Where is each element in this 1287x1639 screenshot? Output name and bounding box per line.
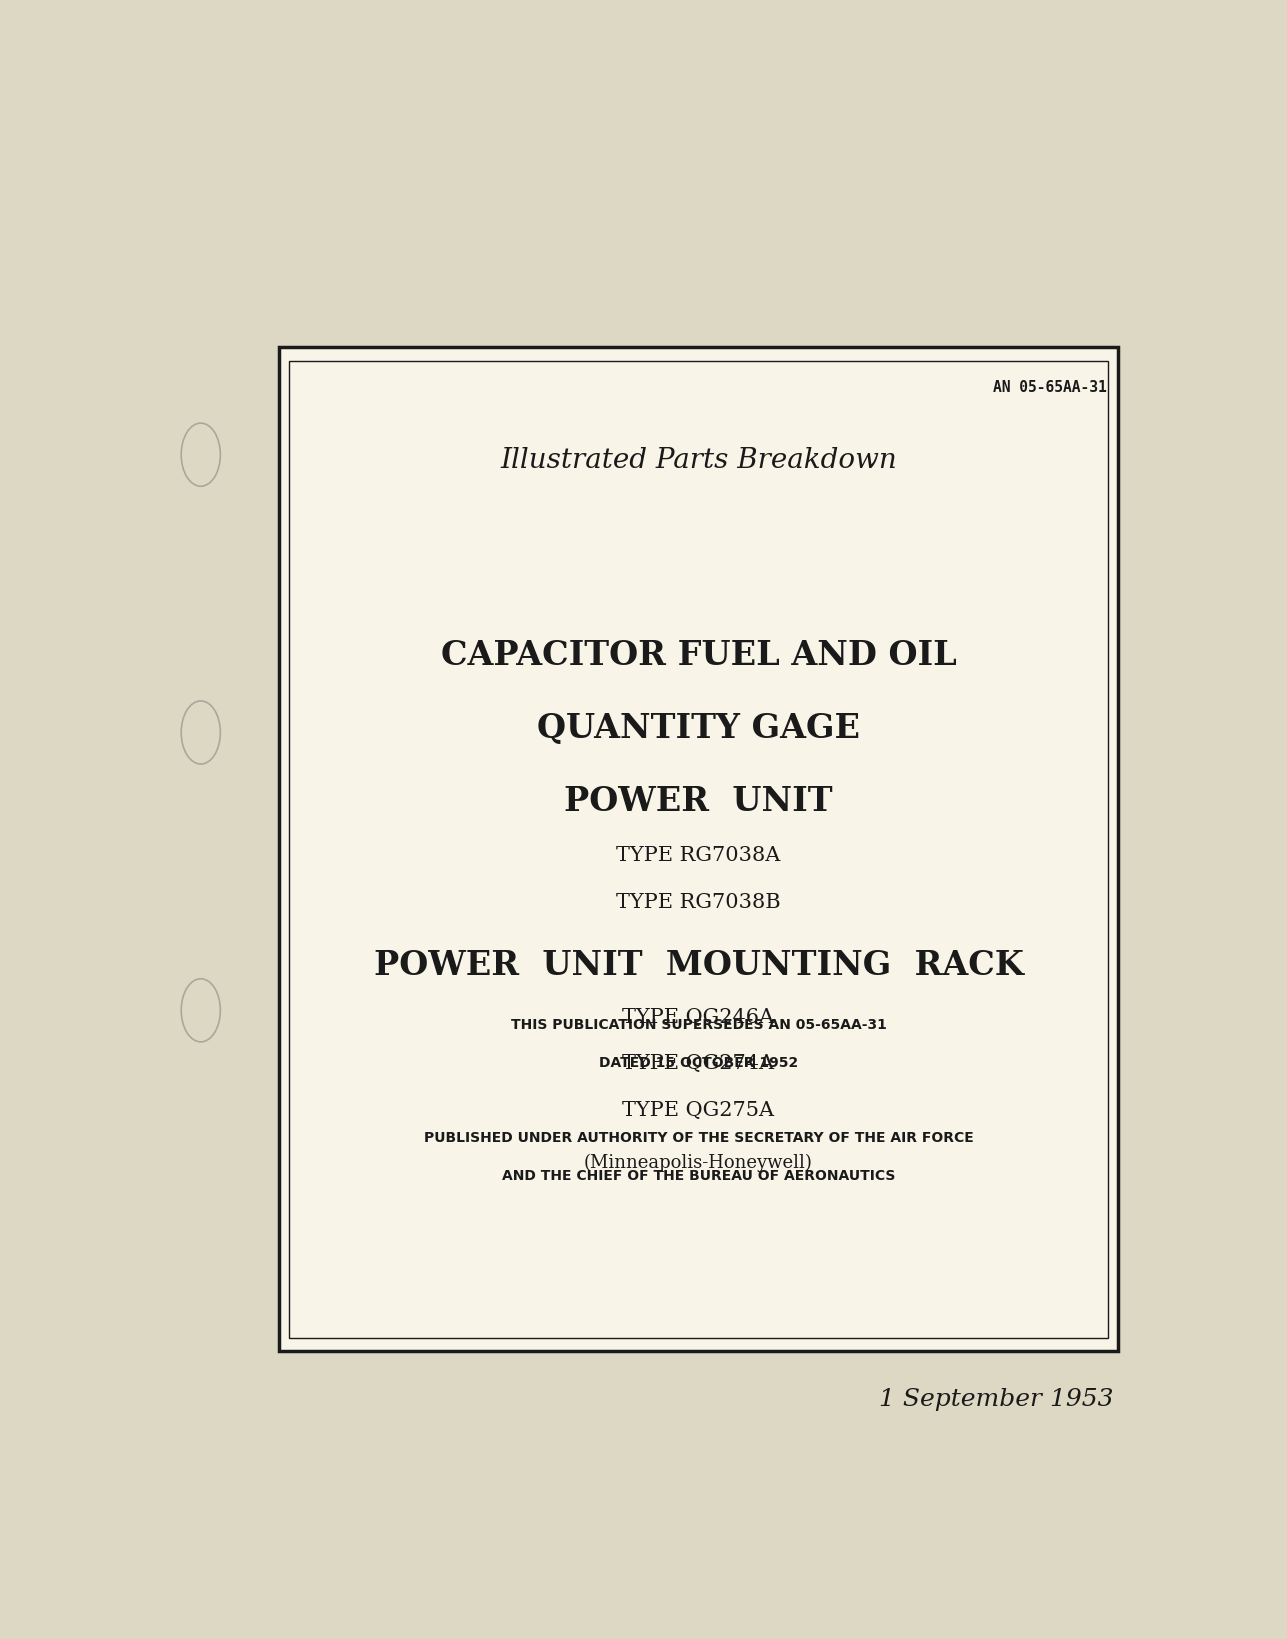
Bar — [278, 347, 1118, 1352]
Text: DATED 15 OCTOBER 1952: DATED 15 OCTOBER 1952 — [598, 1056, 798, 1069]
Text: TYPE RG7038A: TYPE RG7038A — [616, 846, 781, 864]
Text: TYPE QG275A: TYPE QG275A — [623, 1100, 775, 1119]
Text: (Minneapolis-Honeywell): (Minneapolis-Honeywell) — [584, 1154, 813, 1172]
Text: POWER  UNIT: POWER UNIT — [564, 785, 833, 818]
Text: PUBLISHED UNDER AUTHORITY OF THE SECRETARY OF THE AIR FORCE: PUBLISHED UNDER AUTHORITY OF THE SECRETA… — [423, 1131, 973, 1144]
Text: CAPACITOR FUEL AND OIL: CAPACITOR FUEL AND OIL — [440, 638, 956, 672]
Text: TYPE QG246A: TYPE QG246A — [623, 1006, 775, 1026]
Bar — [288, 362, 1108, 1337]
Text: QUANTITY GAGE: QUANTITY GAGE — [537, 711, 860, 744]
Text: TYPE QG274A: TYPE QG274A — [623, 1054, 775, 1072]
Text: POWER  UNIT  MOUNTING  RACK: POWER UNIT MOUNTING RACK — [373, 949, 1023, 982]
Text: THIS PUBLICATION SUPERSEDES AN 05-65AA-31: THIS PUBLICATION SUPERSEDES AN 05-65AA-3… — [511, 1016, 887, 1031]
Text: 1 September 1953: 1 September 1953 — [879, 1387, 1113, 1410]
Text: AND THE CHIEF OF THE BUREAU OF AERONAUTICS: AND THE CHIEF OF THE BUREAU OF AERONAUTI… — [502, 1169, 896, 1182]
Text: TYPE RG7038B: TYPE RG7038B — [616, 892, 781, 911]
Ellipse shape — [181, 701, 220, 764]
Ellipse shape — [181, 978, 220, 1042]
Text: Illustrated Parts Breakdown: Illustrated Parts Breakdown — [501, 446, 897, 474]
Text: AN 05-65AA-31: AN 05-65AA-31 — [992, 380, 1107, 395]
Ellipse shape — [181, 425, 220, 487]
